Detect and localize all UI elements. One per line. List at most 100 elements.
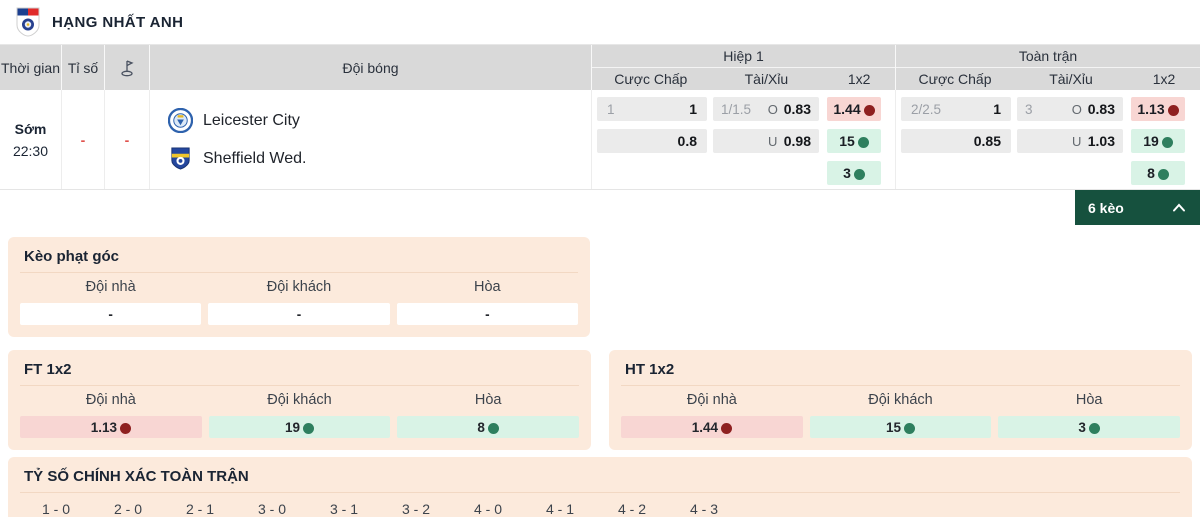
odds-down-dot-icon	[863, 104, 875, 116]
collapse-odds-button[interactable]: 6 kèo	[1075, 190, 1200, 225]
ft-panel-draw-value: 8	[477, 419, 485, 435]
score-option: 4 - 1 - -	[524, 501, 596, 517]
ft-panel-draw-odds[interactable]: 8	[397, 416, 580, 438]
h1-1x2-draw-value: 3	[843, 165, 851, 181]
corner-flag-icon	[105, 45, 150, 90]
ft-over-value: 0.83	[1087, 101, 1115, 117]
score-label: 3 - 1	[329, 501, 358, 517]
draw-scores-group: 0 - 0 - 1 - 1 - 2 - 2 - 3 - 3 - 4 - 4	[748, 501, 1180, 517]
score-label: 3 - 0	[257, 501, 286, 517]
h1-under-odds[interactable]: U 0.98	[713, 129, 819, 153]
header-group-full-time: Toàn trận Cược Chấp Tài/Xỉu 1x2	[896, 45, 1200, 90]
ht-panel-away-odds[interactable]: 15	[809, 416, 992, 438]
over-label: O	[1071, 101, 1082, 117]
ft-panel-away-odds[interactable]: 19	[208, 416, 391, 438]
ft-1x2-away-odds[interactable]: 19	[1131, 129, 1185, 153]
score-label: 4 - 2	[617, 501, 646, 517]
ft-handicap-line: 2/2.5	[911, 101, 942, 117]
correct-score-title: TỶ SỐ CHÍNH XÁC TOÀN TRẬN	[20, 466, 1180, 493]
home-label: Đội nhà	[85, 279, 136, 295]
corner-away-odds[interactable]: -	[208, 303, 390, 325]
home-team-row[interactable]: Leicester City	[168, 108, 591, 133]
score-option: 2 - 1 - -	[164, 501, 236, 517]
draw-label: Hòa	[1075, 392, 1103, 408]
score-label: 4 - 3	[689, 501, 718, 517]
ht-panel-home-value: 1.44	[691, 419, 718, 435]
ft-handicap-home-odds[interactable]: 2/2.5 1	[901, 97, 1011, 121]
ft-under-odds[interactable]: U 1.03	[1017, 129, 1123, 153]
score-option: 3 - 1 - -	[308, 501, 380, 517]
score-option: 4 - 3 - -	[668, 501, 740, 517]
ft-1x2-draw-odds[interactable]: 8	[1131, 161, 1185, 185]
odds-table-header: Thời gian Tỉ số Đội bóng Hiệp 1 Cược Chấ…	[0, 45, 1200, 90]
ht-panel-draw-odds[interactable]: 3	[998, 416, 1181, 438]
h1-1x2-home-value: 1.44	[833, 101, 861, 117]
away-label: Đội khách	[266, 279, 332, 295]
score-option: 2 - 0 - -	[92, 501, 164, 517]
efl-league-badge-icon	[16, 7, 40, 37]
group-label-ft: Toàn trận	[896, 45, 1200, 68]
subcol-handicap-h1: Cược Chấp	[614, 71, 688, 87]
score-option: 0 - 0 -	[748, 501, 820, 517]
column-header-teams: Đội bóng	[150, 45, 592, 90]
ft-panel-home-odds[interactable]: 1.13	[20, 416, 202, 438]
odds-up-dot-icon	[487, 422, 499, 434]
score-option: 1 - 0 - -	[20, 501, 92, 517]
ft-1x2-home-value: 1.13	[1137, 101, 1165, 117]
chevron-up-icon	[1173, 203, 1185, 212]
h1-handicap-home-odds[interactable]: 1 1	[597, 97, 707, 121]
score-label: 3 - 2	[401, 501, 430, 517]
ft-1x2-away-value: 19	[1143, 133, 1159, 149]
score-label: 2 - 0	[113, 501, 142, 517]
score-option: 2 - 2 -	[892, 501, 964, 517]
ft-over-odds[interactable]: 3 O 0.83	[1017, 97, 1123, 121]
away-team-row[interactable]: Sheffield Wed.	[168, 146, 591, 171]
h1-1x2-home-odds[interactable]: 1.44	[827, 97, 881, 121]
ft-1x2-draw-value: 8	[1147, 165, 1155, 181]
odds-up-dot-icon	[1088, 422, 1100, 434]
odds-up-dot-icon	[1157, 168, 1169, 180]
score-option: 4 - 2 - -	[596, 501, 668, 517]
ft-1x2-home-odds[interactable]: 1.13	[1131, 97, 1185, 121]
home-team-name: Leicester City	[203, 111, 300, 129]
match-score-cell: -	[62, 90, 105, 189]
score-option: 1 - 1 -	[820, 501, 892, 517]
score-option: AOS -	[1108, 501, 1180, 517]
odds-up-dot-icon	[857, 136, 869, 148]
over-label: O	[767, 101, 778, 117]
corner-odds-panel: Kèo phạt góc Đội nhà - Đội khách - Hòa -	[8, 237, 590, 337]
correct-score-panel: TỶ SỐ CHÍNH XÁC TOÀN TRẬN 1 - 0 - - 2 - …	[8, 457, 1192, 517]
match-teams[interactable]: Leicester City Sheffield Wed.	[150, 90, 592, 189]
corner-panel-title: Kèo phạt góc	[20, 246, 578, 273]
home-label: Đội nhà	[686, 392, 737, 408]
ht-panel-title: HT 1x2	[621, 359, 1180, 386]
away-label: Đội khách	[868, 392, 933, 408]
odds-up-dot-icon	[1161, 136, 1173, 148]
ht-panel-draw-value: 3	[1078, 419, 1086, 435]
sheffield-wed-badge-icon	[171, 147, 190, 170]
h1-1x2-away-odds[interactable]: 15	[827, 129, 881, 153]
group-label-h1: Hiệp 1	[592, 45, 895, 68]
expand-strip: 6 kèo	[0, 190, 1200, 226]
ht-panel-home-odds[interactable]: 1.44	[621, 416, 803, 438]
h1-over-value: 0.83	[783, 101, 811, 117]
score-option: 4 - 4 -	[1036, 501, 1108, 517]
corner-home-odds[interactable]: -	[20, 303, 202, 325]
match-corners-cell: -	[105, 90, 150, 189]
extra-odds-section: Kèo phạt góc Đội nhà - Đội khách - Hòa -…	[0, 226, 1200, 517]
ht-panel-away-value: 15	[885, 419, 902, 435]
odds-down-dot-icon	[119, 422, 131, 434]
ht-1x2-panel: HT 1x2 Đội nhà 1.44 Đội khách 15 Hòa	[609, 350, 1192, 450]
draw-label: Hòa	[474, 392, 502, 408]
h1-over-odds[interactable]: 1/1.5 O 0.83	[713, 97, 819, 121]
h1-1x2-draw-odds[interactable]: 3	[827, 161, 881, 185]
ft-handicap-away-value: 0.85	[973, 133, 1001, 149]
score-label: 2 - 1	[185, 501, 214, 517]
h1-1x2-away-value: 15	[839, 133, 855, 149]
h1-handicap-away-odds[interactable]: 0.8	[597, 129, 707, 153]
score-label: 4 - 0	[473, 501, 502, 517]
corner-draw-odds[interactable]: -	[396, 303, 578, 325]
ft-handicap-away-odds[interactable]: 0.85	[901, 129, 1011, 153]
ft-panel-title: FT 1x2	[20, 359, 579, 386]
subcol-handicap-ft: Cược Chấp	[918, 71, 992, 87]
